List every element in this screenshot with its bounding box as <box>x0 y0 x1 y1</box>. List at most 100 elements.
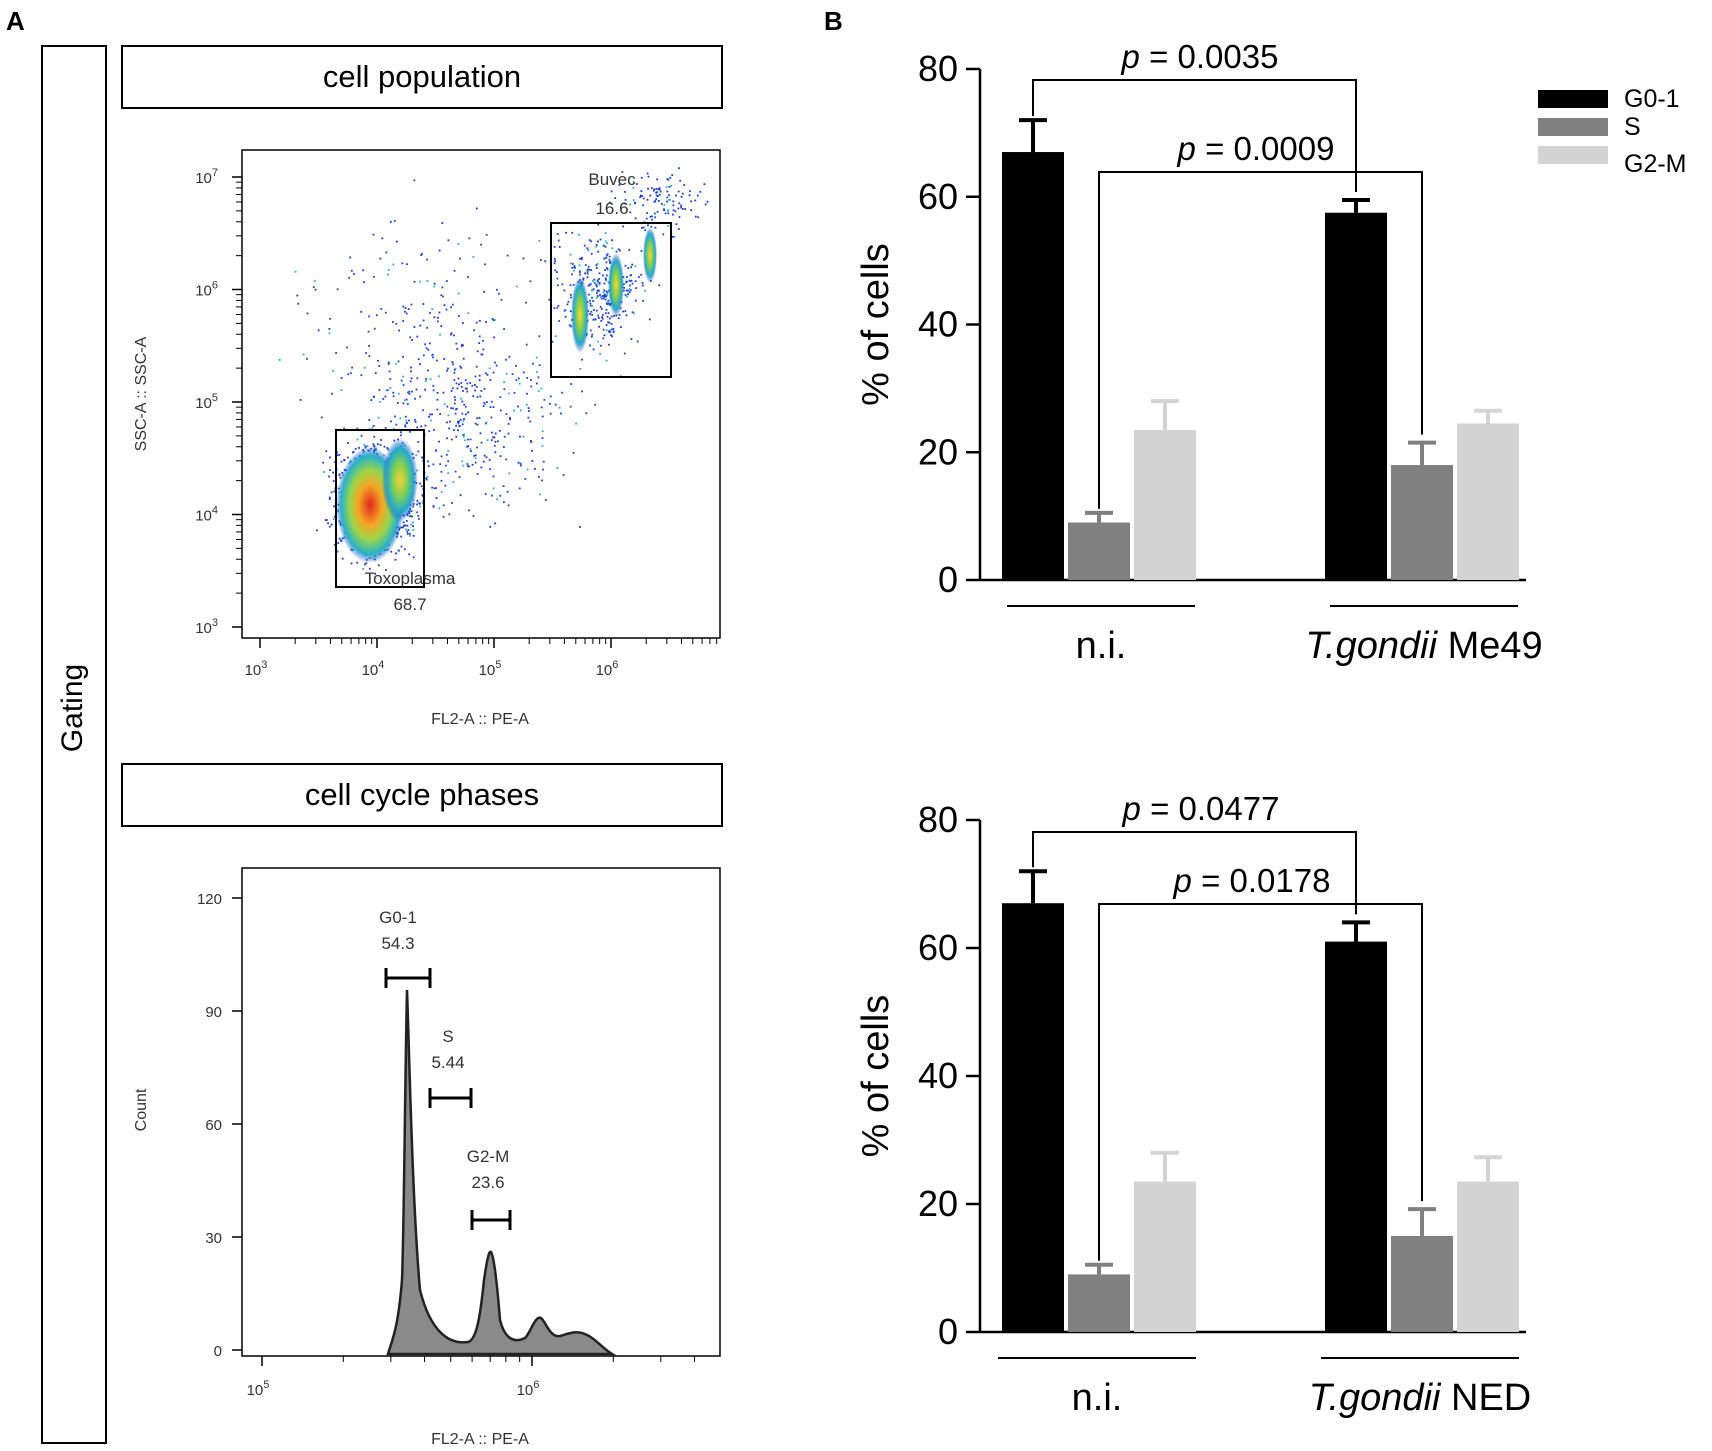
scatter-dot <box>416 503 418 506</box>
scatter-dot <box>571 263 574 265</box>
scatter-dot <box>640 194 642 197</box>
scatter-dot <box>340 460 343 463</box>
scatter-dot <box>636 183 638 185</box>
scatter-dot <box>586 247 589 250</box>
scatter-dot <box>473 455 476 457</box>
scatter-dot <box>651 215 653 218</box>
scatter-dot <box>351 366 353 369</box>
scatter-dot <box>639 196 641 199</box>
scatter-dot <box>459 418 462 421</box>
scatter-dot <box>329 496 331 499</box>
scatter-dot <box>350 269 353 272</box>
scatter-dot <box>556 233 559 235</box>
scatter-dot <box>592 300 595 302</box>
scatter-dot <box>453 396 456 399</box>
category-label: n.i. <box>1072 1377 1123 1419</box>
scatter-dot <box>497 440 499 443</box>
scatter-dot <box>690 209 692 211</box>
scatter-dot <box>507 423 510 425</box>
scatter-dot <box>518 382 521 385</box>
scatter-dot <box>380 439 382 441</box>
scatter-dot <box>431 486 433 489</box>
scatter-dot <box>472 395 475 398</box>
panel-a-letter: A <box>6 6 25 36</box>
scatter-dot <box>436 398 439 401</box>
scatter-dot <box>467 312 470 315</box>
scatter-dot <box>400 434 402 437</box>
scatter-dot <box>368 315 370 318</box>
scatter-dot <box>612 330 615 332</box>
scatter-dot <box>469 382 472 384</box>
scatter-dot <box>297 302 300 305</box>
scatter-dot <box>584 272 586 275</box>
scatter-dot <box>432 505 435 507</box>
scatter-dot <box>364 445 367 448</box>
scatter-dot <box>440 470 443 473</box>
scatter-dot <box>479 432 482 435</box>
scatter-dot <box>540 406 543 409</box>
scatter-dot <box>588 268 591 271</box>
scatter-dot <box>409 336 412 339</box>
scatter-dot <box>353 273 355 275</box>
scatter-dot <box>447 450 450 452</box>
scatter-dot <box>665 186 668 188</box>
scatter-dot <box>405 422 408 424</box>
scatter-dot <box>678 216 681 218</box>
scatter-dot <box>421 494 424 496</box>
scatter-dot <box>485 372 487 375</box>
scatter-dot <box>347 373 350 376</box>
scatter-dot <box>489 379 492 381</box>
scatter-dot <box>490 416 493 419</box>
scatter-dot <box>427 348 430 351</box>
scatter-dot <box>589 283 592 285</box>
scatter-dot <box>598 290 600 293</box>
scatter-dot <box>628 279 631 282</box>
scatter-dot <box>538 240 541 242</box>
scatter-dot <box>590 269 592 271</box>
scatter-dot <box>498 292 500 295</box>
scatter-dot <box>491 494 493 497</box>
bar <box>1068 522 1130 580</box>
scatter-dot <box>392 391 395 394</box>
scatter-dot <box>507 504 510 507</box>
scatter-dot <box>384 311 387 314</box>
scatter-dot <box>331 392 333 395</box>
scatter-dot <box>601 295 604 297</box>
scatter-dot <box>411 515 414 518</box>
scatter-dot <box>432 356 434 359</box>
scatter-dot <box>678 202 681 205</box>
scatter-dot <box>629 203 631 206</box>
scatter-dot <box>563 289 566 292</box>
scatter-dot <box>485 456 488 459</box>
scatter-dot <box>347 442 349 444</box>
scatter-dot <box>535 356 538 359</box>
scatter-dot <box>356 438 359 441</box>
scatter-dot <box>378 389 381 391</box>
scatter-dot <box>598 282 601 284</box>
scatter-dot <box>368 419 371 421</box>
scatter-dot <box>644 289 646 292</box>
scatter-dot <box>456 420 459 423</box>
bar <box>1391 1236 1453 1332</box>
scatter-dot <box>680 204 682 207</box>
scatter-dot <box>405 419 408 422</box>
scatter-dot <box>620 326 622 328</box>
scatter-dot <box>416 377 419 380</box>
scatter-dot <box>601 316 603 319</box>
scatter-x-tick-exp: 5 <box>495 659 501 671</box>
scatter-dot <box>606 294 608 296</box>
scatter-dot <box>409 515 411 518</box>
scatter-dot <box>503 501 505 503</box>
scatter-dot <box>450 407 453 410</box>
scatter-dot <box>377 564 380 567</box>
scatter-dot <box>421 252 423 255</box>
scatter-dot <box>456 348 459 350</box>
scatter-dot <box>513 392 516 394</box>
scatter-dot <box>588 293 590 296</box>
scatter-dot <box>459 365 462 368</box>
scatter-dot <box>377 359 379 362</box>
scatter-dot <box>672 213 674 216</box>
scatter-dot <box>697 194 699 197</box>
scatter-dot <box>451 502 453 504</box>
scatter-dot <box>306 312 309 315</box>
